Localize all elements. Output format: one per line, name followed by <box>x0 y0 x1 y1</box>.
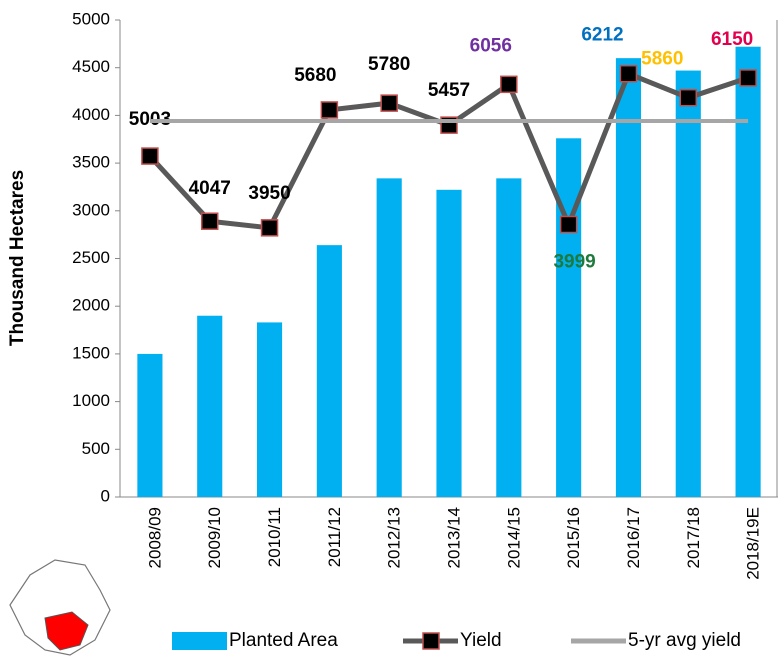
y-tick-label: 1000 <box>72 391 110 410</box>
y-tick-label: 3000 <box>72 200 110 219</box>
marker <box>739 69 757 87</box>
data-label: 6056 <box>470 35 512 56</box>
data-label: 4047 <box>189 178 231 199</box>
y-tick-label: 1500 <box>72 343 110 362</box>
data-label: 3950 <box>248 183 290 204</box>
bar <box>556 138 582 497</box>
x-tick-label: 2014/15 <box>504 507 523 568</box>
marker <box>559 215 578 234</box>
x-tick-label: 2015/16 <box>564 507 583 568</box>
legend-label: 5-yr avg yield <box>628 630 741 651</box>
data-label: 3999 <box>553 252 595 273</box>
legend-label: Planted Area <box>229 630 338 651</box>
data-label: 5457 <box>428 80 470 101</box>
bar <box>615 58 642 497</box>
marker <box>200 212 219 230</box>
y-tick-label: 4000 <box>72 105 110 124</box>
legend-marker <box>422 632 440 650</box>
bar <box>197 315 223 497</box>
marker <box>679 88 698 107</box>
data-label: 6212 <box>581 25 623 46</box>
y-tick-label: 500 <box>82 439 110 458</box>
legend-swatch <box>172 632 227 650</box>
y-tick-label: 5000 <box>72 9 110 28</box>
data-label: 5680 <box>294 65 336 86</box>
x-tick-label: 2013/14 <box>444 507 463 568</box>
y-tick-label: 2500 <box>72 248 110 267</box>
map-region <box>44 611 89 651</box>
bar <box>675 70 701 497</box>
x-tick-label: 2016/17 <box>624 507 643 568</box>
bar <box>436 189 462 497</box>
x-tick-label: 2012/13 <box>385 507 404 568</box>
bar <box>137 353 163 497</box>
x-tick-label: 2009/10 <box>205 507 224 568</box>
map-icon <box>9 559 111 656</box>
x-tick-label: 2018/19E <box>744 507 763 580</box>
marker <box>500 75 518 94</box>
marker <box>260 219 279 237</box>
bar <box>496 178 522 497</box>
bar <box>735 46 761 497</box>
bar <box>256 322 283 497</box>
x-tick-label: 2010/11 <box>265 507 284 567</box>
y-tick-label: 2000 <box>72 296 110 315</box>
y-tick-label: 0 <box>101 486 110 505</box>
marker <box>619 64 638 83</box>
marker <box>380 94 398 112</box>
x-tick-label: 2017/18 <box>684 507 703 568</box>
y-axis-label: Thousand Hectares <box>7 170 28 346</box>
y-tick-label: 4500 <box>72 57 110 76</box>
x-tick-label: 2008/09 <box>145 507 164 568</box>
legend-label: Yield <box>460 630 502 651</box>
marker <box>141 147 159 165</box>
y-tick-label: 3500 <box>72 153 110 172</box>
data-label: 6150 <box>711 29 753 50</box>
bar <box>376 178 402 497</box>
data-label: 5780 <box>368 54 410 75</box>
x-tick-label: 2011/12 <box>325 507 344 567</box>
data-label: 5860 <box>641 49 683 70</box>
marker <box>320 101 339 119</box>
bar <box>316 245 342 497</box>
